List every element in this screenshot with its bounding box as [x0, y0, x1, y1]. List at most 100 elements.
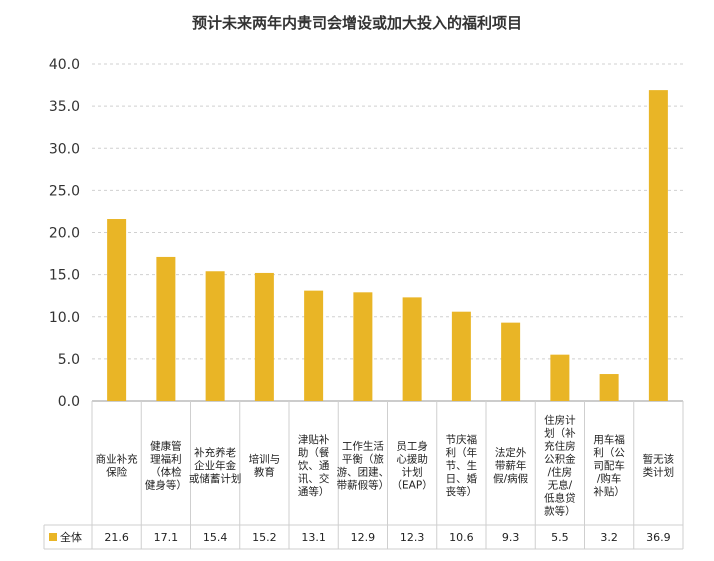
category-label-line: 暂无该 — [643, 453, 675, 466]
category-label-line: 司配车 — [593, 459, 625, 472]
category-label-line: 假/病假 — [493, 472, 529, 485]
category-label-line: 日、婚 — [446, 472, 478, 485]
category-label-line: 教育 — [254, 466, 275, 479]
data-label: 10.6 — [449, 531, 474, 544]
data-label: 9.3 — [502, 531, 520, 544]
category-label-line: 节庆福 — [446, 433, 478, 446]
category-label: 暂无该类计划 — [643, 453, 675, 479]
bar — [402, 297, 422, 401]
bars — [107, 90, 668, 402]
bar — [599, 374, 619, 401]
category-label-line: 津贴补 — [298, 433, 330, 446]
category-label-line: 节、生 — [446, 459, 478, 472]
bar — [107, 219, 127, 401]
category-label: 工作生活平衡（旅游、团建、带薪假等） — [337, 440, 390, 492]
category-label: 住房计划（补充住房公积金/住房无息/低息贷款等） — [544, 414, 576, 518]
category-label-line: 无息/ — [548, 479, 573, 492]
bar — [254, 272, 274, 401]
category-label-line: 平衡（旅 — [342, 453, 384, 466]
category-label-line: /住房 — [548, 466, 573, 479]
category-label-line: 或储蓄计划 — [189, 472, 242, 485]
category-label: 节庆福利（年节、生日、婚丧等） — [446, 433, 478, 498]
y-tick-label: 10.0 — [49, 310, 80, 326]
category-label: 补充养老企业年金或储蓄计划 — [189, 446, 242, 485]
category-label-line: 带薪年 — [495, 459, 527, 472]
category-label-line: 公积金 — [544, 453, 576, 466]
y-tick-label: 20.0 — [49, 226, 80, 242]
category-label-line: （EAP） — [392, 480, 433, 492]
category-label: 用车福利（公司配车/购车补贴） — [593, 433, 625, 498]
category-label-line: 计划 — [402, 466, 423, 479]
data-label: 12.3 — [400, 531, 425, 544]
category-label: 培训与教育 — [249, 453, 281, 479]
category-label: 员工身心援助计划（EAP） — [392, 440, 433, 492]
bar — [304, 290, 324, 401]
category-label-line: 健康管 — [150, 440, 182, 453]
y-axis: 0.0 5.0 10.0 15.0 20.0 25.0 30.0 35.0 40.0 — [49, 57, 80, 410]
category-label-line: 利（公 — [593, 447, 625, 459]
bar — [156, 256, 176, 401]
category-label-line: 讯、交 — [298, 472, 330, 485]
category-label-line: 丧等） — [446, 485, 478, 498]
category-label-line: 保险 — [106, 466, 127, 479]
category-label-line: 通等） — [298, 485, 330, 498]
category-label-line: 饮、通 — [298, 459, 330, 472]
category-label-line: 补贴） — [593, 485, 625, 498]
category-label-line: 充住房 — [544, 440, 576, 453]
bar — [550, 354, 570, 401]
category-label: 津贴补助（餐饮、通讯、交通等） — [298, 433, 330, 498]
category-label-line: 商业补充 — [96, 453, 138, 466]
y-tick-label: 15.0 — [49, 268, 80, 284]
data-table: 商业补充保险健康管理福利（体检健身等）补充养老企业年金或储蓄计划培训与教育津贴补… — [43, 401, 684, 550]
bar — [205, 271, 225, 401]
data-label: 15.4 — [203, 531, 228, 544]
data-label: 12.9 — [351, 531, 376, 544]
bar — [501, 322, 521, 401]
category-label-line: 培训与 — [249, 453, 281, 466]
legend-swatch — [49, 533, 57, 541]
bar — [353, 292, 373, 401]
y-tick-label: 40.0 — [49, 57, 80, 73]
data-label: 13.1 — [301, 531, 326, 544]
data-label: 3.2 — [600, 531, 618, 544]
data-label: 17.1 — [154, 531, 179, 544]
category-label-line: 助（餐 — [298, 446, 330, 459]
gridlines — [92, 63, 683, 402]
category-label-line: 住房计 — [544, 414, 576, 427]
bar — [648, 90, 668, 402]
category-label-line: 企业年金 — [194, 459, 236, 472]
category-label-line: 款等） — [544, 505, 576, 518]
y-tick-label: 35.0 — [49, 99, 80, 115]
y-tick-label: 5.0 — [58, 352, 80, 368]
category-label-line: 理福利 — [150, 453, 182, 466]
legend-label: 全体 — [60, 530, 82, 544]
category-label-line: 类计划 — [643, 466, 675, 479]
category-label-line: 用车福 — [593, 433, 625, 446]
bar — [451, 311, 471, 401]
category-label: 商业补充保险 — [96, 453, 138, 479]
category-label: 法定外带薪年假/病假 — [493, 446, 529, 485]
category-label-line: 划（补 — [544, 427, 576, 440]
category-label-line: （体检 — [150, 466, 182, 479]
chart-title: 预计未来两年内贵司会增设或加大投入的福利项目 — [192, 14, 522, 32]
category-label-line: 补充养老 — [194, 446, 236, 459]
category-label: 健康管理福利（体检健身等） — [145, 440, 187, 492]
data-label: 5.5 — [551, 531, 569, 544]
y-tick-label: 0.0 — [58, 394, 80, 410]
category-label-line: 利（年 — [446, 446, 478, 459]
category-label-line: /购车 — [597, 472, 622, 485]
category-label-line: 低息贷 — [544, 492, 576, 505]
data-label: 21.6 — [104, 531, 129, 544]
data-label: 36.9 — [646, 531, 671, 544]
category-label-line: 带薪假等） — [337, 479, 390, 492]
category-label-line: 工作生活 — [342, 440, 384, 453]
category-label-line: 游、团建、 — [337, 466, 390, 479]
category-label-line: 法定外 — [495, 446, 527, 459]
data-label: 15.2 — [252, 531, 277, 544]
category-label-line: 健身等） — [145, 479, 187, 492]
category-label-line: 员工身 — [396, 440, 428, 453]
y-tick-label: 25.0 — [49, 183, 80, 199]
category-label-line: 心援助 — [396, 453, 428, 466]
y-tick-label: 30.0 — [49, 141, 80, 157]
